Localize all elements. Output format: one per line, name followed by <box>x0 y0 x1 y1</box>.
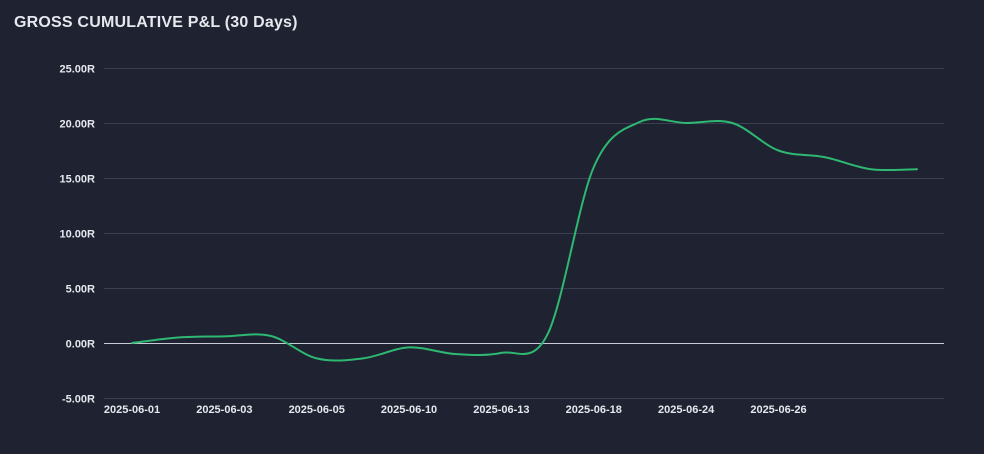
y-tick-label: 0.00R <box>66 339 95 351</box>
y-tick-label: 10.00R <box>60 229 96 241</box>
y-tick-label: 20.00R <box>60 119 96 131</box>
y-tick-label: -5.00R <box>62 394 95 406</box>
y-tick-label: 15.00R <box>60 174 96 186</box>
x-tick-label: 2025-06-10 <box>381 404 437 416</box>
x-tick-label: 2025-06-24 <box>658 404 715 416</box>
x-tick-label: 2025-06-18 <box>566 404 622 416</box>
x-tick-label: 2025-06-01 <box>104 404 160 416</box>
x-tick-label: 2025-06-26 <box>750 404 806 416</box>
y-axis-ticks: -5.00R 0.00R 5.00R 10.00R 15.00R 20.00R 25.00R <box>60 64 96 406</box>
y-tick-label: 25.00R <box>60 64 96 76</box>
series-layer <box>131 117 918 362</box>
x-tick-label: 2025-06-03 <box>196 404 252 416</box>
pnl-series-line <box>131 117 918 362</box>
chart-title: GROSS CUMULATIVE P&L (30 Days) <box>14 14 298 31</box>
grid-layer <box>104 68 944 399</box>
y-tick-label: 5.00R <box>66 284 95 296</box>
x-tick-label: 2025-06-05 <box>289 404 345 416</box>
x-tick-label: 2025-06-13 <box>473 404 529 416</box>
x-axis-ticks: 2025-06-01 2025-06-03 2025-06-05 2025-06-10… <box>104 404 807 416</box>
